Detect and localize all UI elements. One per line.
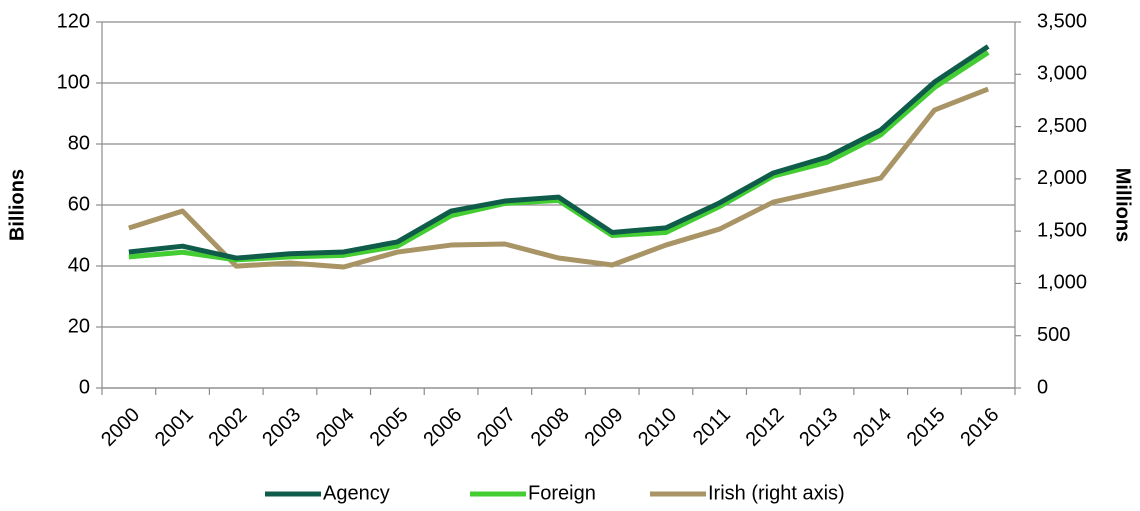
x-tick-label: 2005 (366, 404, 413, 451)
y-tick-label: 0 (79, 376, 90, 398)
x-tick-label: 2006 (419, 404, 466, 451)
y-tick-label: 120 (57, 10, 90, 32)
y2-tick-label: 2,500 (1037, 115, 1087, 137)
y-tick-label: 100 (57, 71, 90, 93)
x-tick-label: 2015 (903, 404, 950, 451)
y2-tick-label: 0 (1037, 376, 1048, 398)
x-tick-label: 2009 (580, 404, 627, 451)
x-tick-label: 2012 (742, 404, 789, 451)
y-axis-label: Billions (6, 169, 28, 241)
y-tick-label: 60 (68, 193, 90, 215)
x-tick-label: 2008 (527, 404, 574, 451)
x-tick-label: 2011 (689, 404, 735, 450)
y-tick-label: 20 (68, 315, 90, 337)
x-tick-label: 2007 (473, 404, 520, 451)
x-tick-label: 2010 (634, 404, 681, 451)
y-tick-label: 80 (68, 132, 90, 154)
x-tick-label: 2013 (795, 404, 842, 451)
series-line (128, 86, 990, 270)
y2-tick-label: 1,000 (1037, 272, 1087, 294)
y2-tick-label: 2,000 (1037, 167, 1087, 189)
series-line (128, 50, 990, 263)
x-tick-label: 2004 (312, 404, 359, 451)
x-tick-label: 2002 (205, 404, 252, 451)
x-tick-label: 2016 (956, 404, 1003, 451)
y-tick-label: 40 (68, 254, 90, 276)
x-tick-label: 2014 (849, 404, 896, 451)
y2-tick-label: 3,000 (1037, 63, 1087, 85)
y2-tick-label: 500 (1037, 324, 1070, 346)
x-tick-label: 2000 (97, 404, 144, 451)
x-tick-label: 2003 (258, 404, 305, 451)
x-tick-label: 2001 (151, 404, 198, 451)
y2-tick-label: 1,500 (1037, 219, 1087, 241)
y2-tick-label: 3,500 (1037, 10, 1087, 32)
legend-label: Irish (right axis) (708, 482, 845, 504)
legend-label: Foreign (528, 482, 596, 504)
y2-axis-label: Millions (1112, 168, 1134, 242)
legend-label: Agency (323, 482, 390, 504)
series-line (128, 44, 990, 261)
